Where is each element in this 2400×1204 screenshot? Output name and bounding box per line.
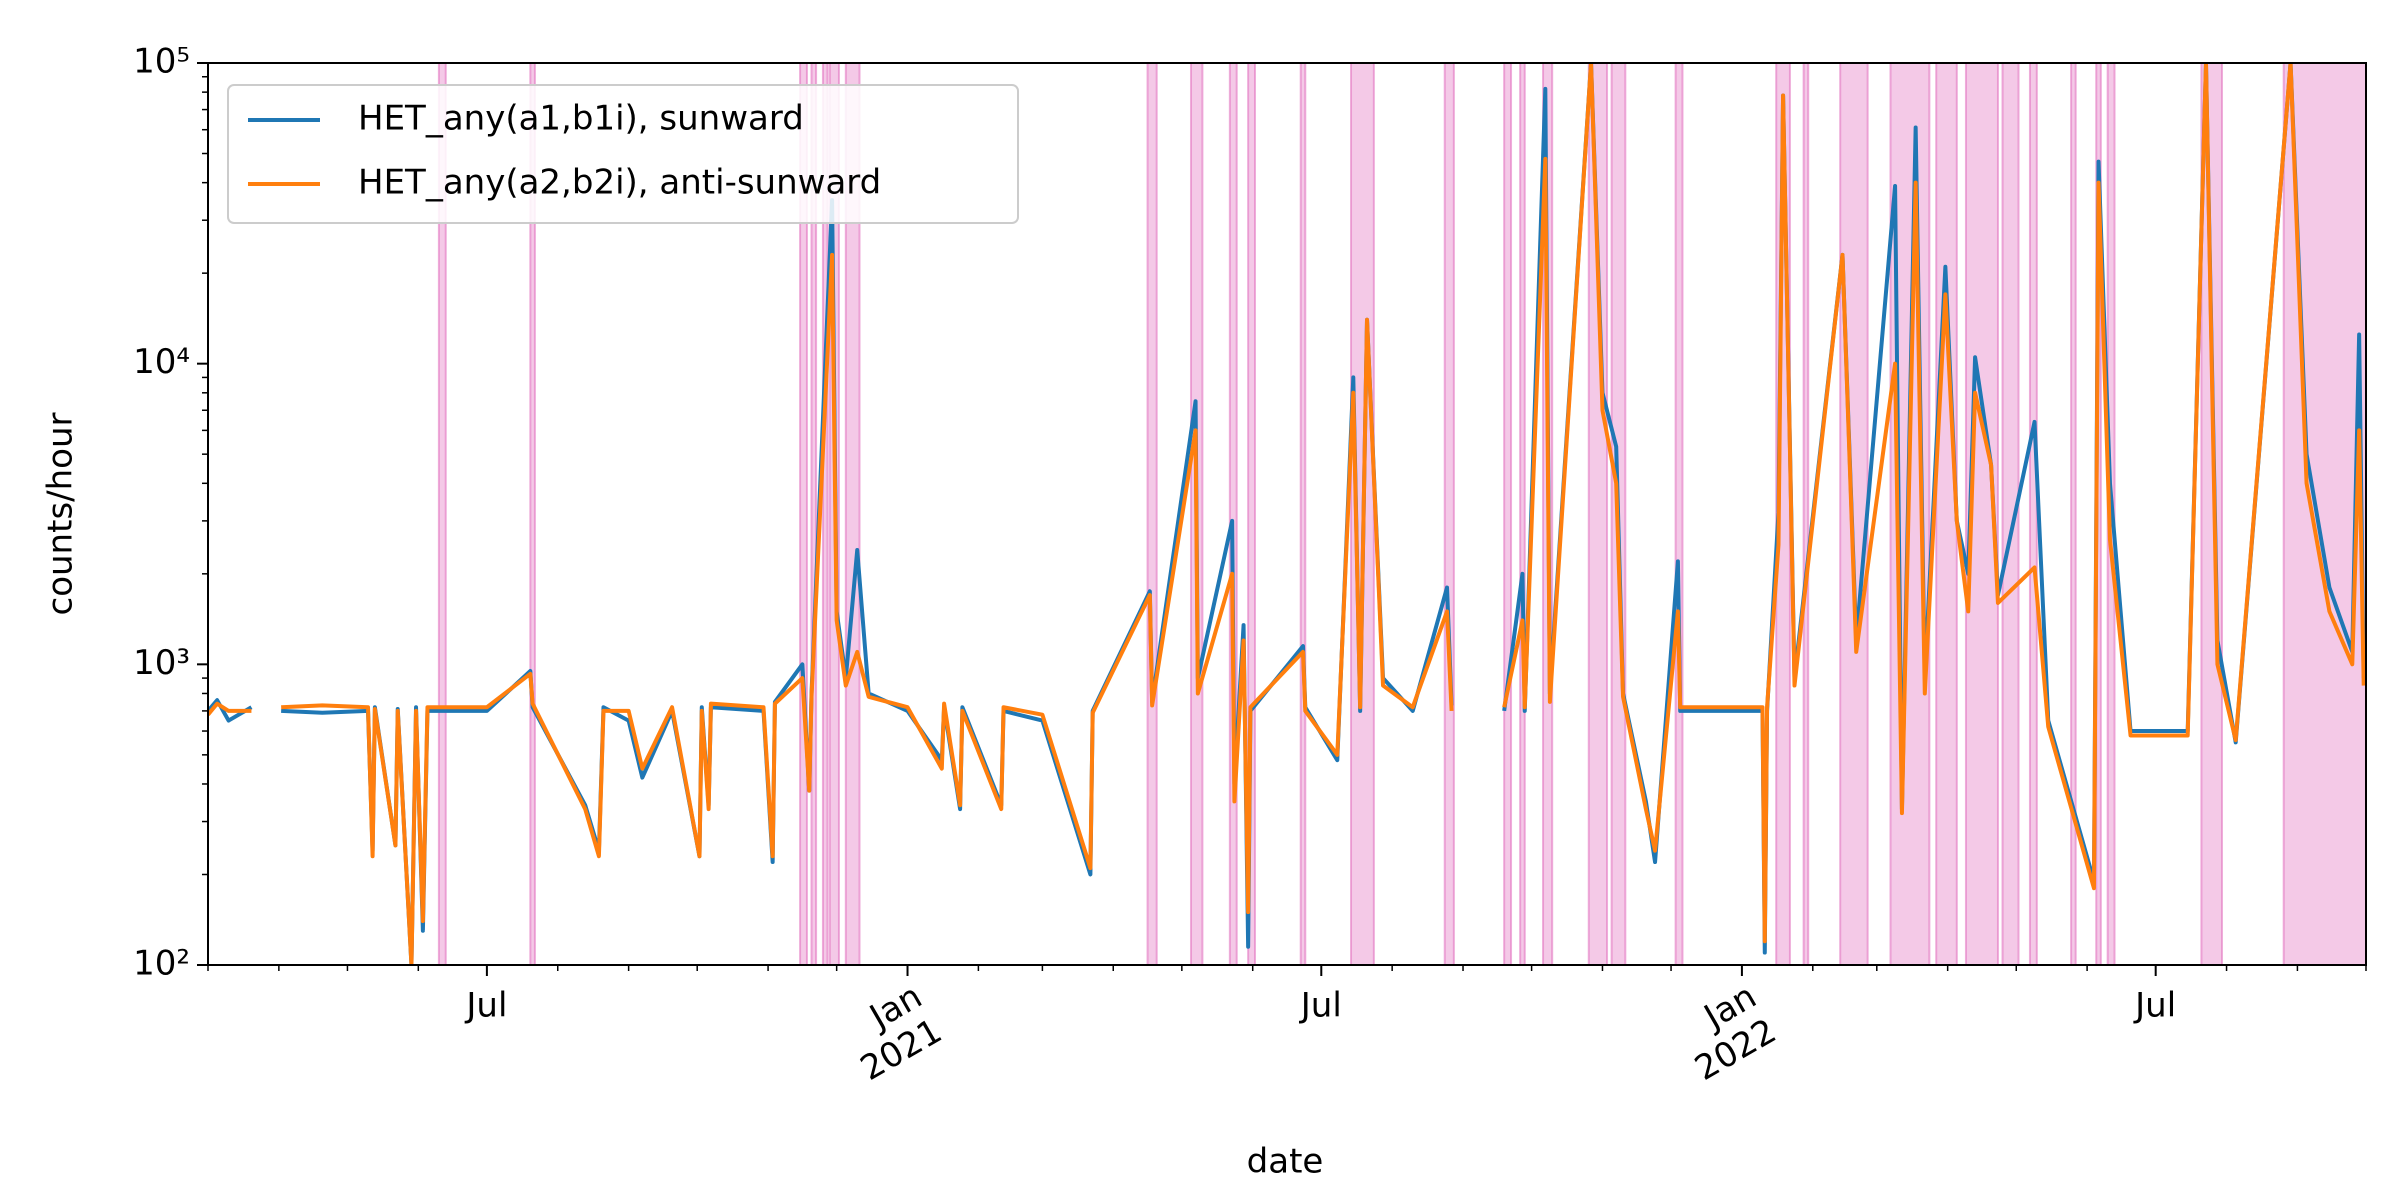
shaded-span [2200, 62, 2223, 966]
x-tick-label: Jul [2133, 986, 2176, 1026]
shaded-span [1443, 62, 1455, 966]
shaded-span [1587, 62, 1609, 966]
series-line [208, 63, 2366, 965]
y-tick-label: 10⁵ [133, 42, 190, 82]
shaded-span [1146, 62, 1158, 966]
x-tick-label: Jul [1299, 986, 1342, 1026]
legend-label: HET_any(a2,b2i), anti-sunward [358, 163, 881, 203]
shaded-span [1802, 62, 1810, 966]
x-tick-label: Jul [464, 986, 507, 1026]
y-tick-label: 10³ [133, 643, 190, 683]
shaded-span [1503, 62, 1513, 966]
shaded-span [1674, 62, 1684, 966]
legend-box [227, 84, 1019, 224]
shaded-span [1839, 62, 1869, 966]
shaded-span [1935, 62, 1958, 966]
shaded-span [2070, 62, 2077, 966]
shaded-span [1228, 62, 1238, 966]
plot-frame [207, 62, 2367, 966]
legend: HET_any(a1,b1i), sunward HET_any(a2,b2i),… [227, 84, 1019, 224]
y-tick-label: 10² [133, 944, 190, 984]
shaded-span [1299, 62, 1307, 966]
line-layer [208, 63, 2366, 965]
shaded-span [1519, 62, 1526, 966]
y-axis-label: counts/hour [41, 413, 81, 616]
shaded-span [2028, 62, 2038, 966]
legend-label: HET_any(a1,b1i), sunward [358, 99, 804, 139]
y-tick-label: 10⁴ [133, 342, 190, 382]
x-axis-label: date [1247, 1142, 1324, 1182]
